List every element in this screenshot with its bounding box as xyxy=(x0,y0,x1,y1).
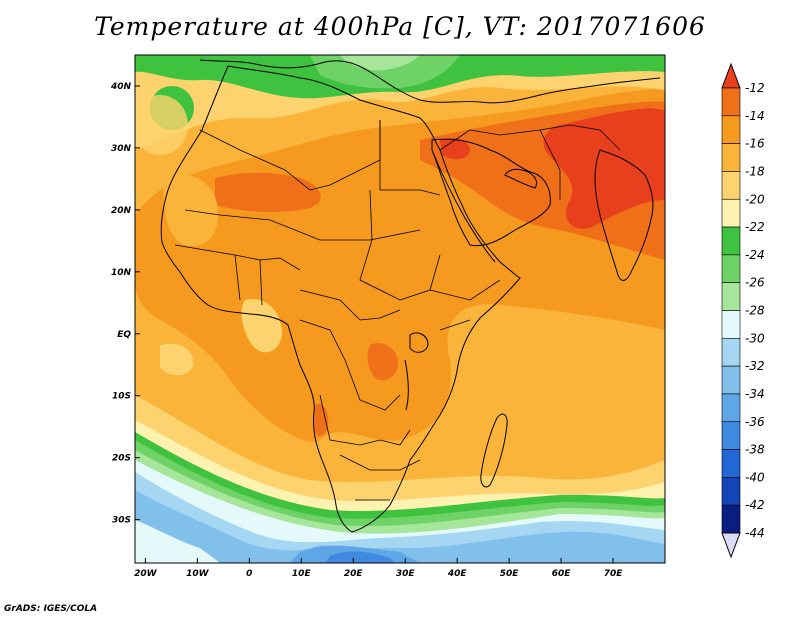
colorbar-label: -16 xyxy=(745,137,765,151)
field-atlantic-yellow xyxy=(135,95,188,155)
colorbar-label: -30 xyxy=(745,331,765,345)
border-middle-east xyxy=(439,124,621,200)
colorbar-label: -36 xyxy=(745,415,765,429)
colorbar-box xyxy=(721,365,741,395)
border-sahel xyxy=(184,209,421,241)
colorbar-box xyxy=(721,310,741,339)
colorbar-label: -38 xyxy=(745,443,765,457)
red-sea-outline xyxy=(431,149,496,263)
border-east xyxy=(429,279,501,331)
colorbar-box xyxy=(721,477,741,506)
country-borders xyxy=(174,120,621,501)
persian-gulf-outline xyxy=(504,168,537,189)
lat-tick-label: 30N xyxy=(111,144,132,154)
colorbar-box xyxy=(721,254,741,283)
field-band-south-34 xyxy=(135,490,665,563)
colorbar-box xyxy=(721,226,741,256)
colorbar-label: -44 xyxy=(745,526,765,540)
lon-tick-label: 10W xyxy=(186,569,210,579)
lon-tick-label: 20E xyxy=(344,569,364,579)
colorbar-label: -32 xyxy=(745,359,765,373)
lon-tick-label: 70E xyxy=(604,569,624,579)
colorbar-label: -34 xyxy=(745,387,765,401)
colorbar-label: -14 xyxy=(745,109,765,123)
colorbar: -12 -14 -16 -18 -20 -22 -24 -26 -28 -30 -32 -34 -36 -… xyxy=(721,62,765,559)
colorbar-box xyxy=(721,421,741,450)
temperature-field xyxy=(135,55,665,563)
field-cold-sw-patch xyxy=(135,520,220,563)
india-coastline xyxy=(594,149,654,281)
border-libya-egypt xyxy=(379,120,441,196)
colorbar-box xyxy=(721,282,741,311)
lat-tick-label: EQ xyxy=(117,330,131,340)
field-band-south-38 xyxy=(325,551,395,563)
colorbar-label: -28 xyxy=(745,304,765,318)
lake-tanganyika xyxy=(404,359,409,411)
colorbar-label: -26 xyxy=(745,276,765,290)
border-drc xyxy=(299,319,401,411)
coastlines xyxy=(160,59,661,533)
border-west xyxy=(174,244,301,306)
longitude-ticks: 20W 10W 0 10E 20E 30E 40E 50E 60E 70E xyxy=(134,558,623,579)
field-north-26 xyxy=(310,55,460,89)
madagascar-coastline xyxy=(480,413,508,488)
africa-coastline xyxy=(160,65,521,533)
colorbar-label: -12 xyxy=(745,81,765,95)
lat-tick-label: 10S xyxy=(112,392,131,402)
colorbar-label: -22 xyxy=(745,220,765,234)
colorbar-box xyxy=(721,115,741,144)
border-central xyxy=(299,289,401,321)
europe-coastline xyxy=(199,59,661,104)
colorbar-box xyxy=(721,338,741,367)
latitude-ticks: 40N 30N 20N 10N EQ 10S 20S 30S xyxy=(110,82,140,526)
lon-tick-label: 10E xyxy=(292,569,312,579)
colorbar-label: -24 xyxy=(745,248,765,262)
field-equator-20 xyxy=(160,299,283,376)
border-sudan xyxy=(359,189,441,301)
colorbar-label: -18 xyxy=(745,164,765,178)
colorbar-label: -20 xyxy=(745,192,765,206)
lat-tick-label: 20N xyxy=(111,206,132,216)
field-west-18 xyxy=(163,173,219,246)
colorbar-box xyxy=(721,393,741,423)
colorbar-box xyxy=(721,87,741,117)
footer-credit: GrADS: IGES/COLA xyxy=(4,604,98,614)
arabia-coastline xyxy=(431,138,551,247)
border-southern xyxy=(319,394,421,501)
colorbar-label: -42 xyxy=(745,498,765,512)
lat-tick-label: 30S xyxy=(112,516,131,526)
colorbar-top-arrow xyxy=(721,62,741,89)
lat-tick-label: 40N xyxy=(110,82,132,92)
map-frame xyxy=(134,54,666,564)
colorbar-label: -40 xyxy=(745,470,765,484)
field-warm-14 xyxy=(215,101,665,437)
lon-tick-label: 0 xyxy=(246,569,252,579)
lon-tick-label: 40E xyxy=(447,569,468,579)
lon-tick-label: 30E xyxy=(396,569,416,579)
colorbar-bottom-arrow xyxy=(721,532,741,559)
colorbar-box xyxy=(721,504,741,534)
colorbar-box xyxy=(721,171,741,200)
lat-tick-label: 20S xyxy=(112,454,131,464)
lon-tick-label: 50E xyxy=(500,569,520,579)
lake-victoria xyxy=(409,332,429,353)
lon-tick-label: 20W xyxy=(134,569,158,579)
lon-tick-label: 60E xyxy=(552,569,572,579)
lat-tick-label: 10N xyxy=(111,268,132,278)
map-title: Temperature at 400hPa [C], VT: 201707160… xyxy=(94,12,706,41)
colorbar-box xyxy=(721,198,741,228)
field-warm-12 xyxy=(440,108,665,229)
colorbar-box xyxy=(721,449,741,478)
colorbar-box xyxy=(721,143,741,172)
